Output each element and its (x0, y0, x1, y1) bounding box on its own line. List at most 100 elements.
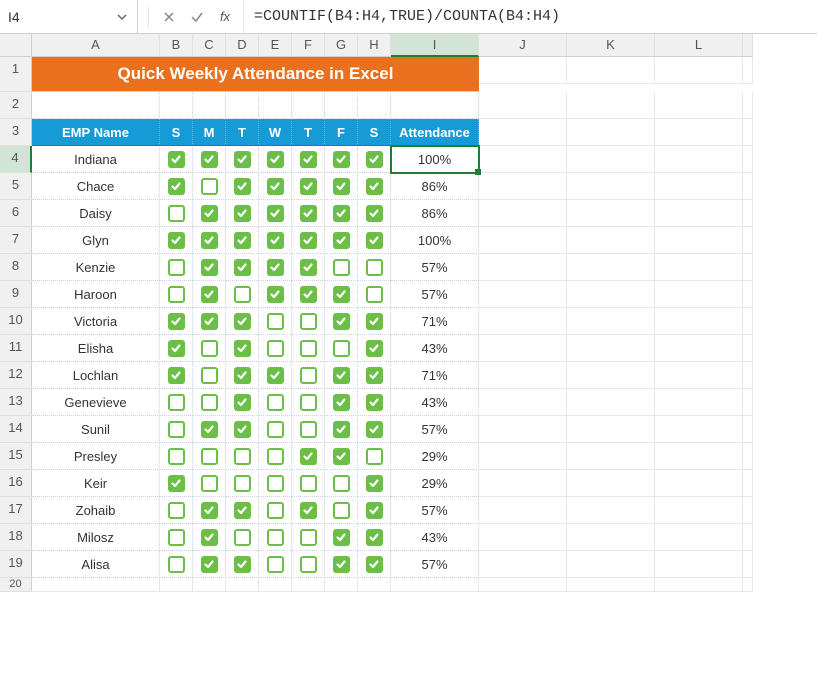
day-cell[interactable] (193, 524, 226, 551)
day-cell[interactable] (160, 389, 193, 416)
row-header[interactable]: 8 (0, 254, 32, 281)
row-header[interactable]: 1 (0, 57, 32, 92)
day-cell[interactable] (226, 308, 259, 335)
empty-cell[interactable] (655, 578, 743, 592)
empty-cell[interactable] (479, 254, 567, 281)
emp-name-cell[interactable]: Genevieve (32, 389, 160, 416)
empty-cell[interactable] (479, 551, 567, 578)
checkbox-icon[interactable] (366, 313, 383, 330)
empty-cell[interactable] (655, 335, 743, 362)
empty-cell[interactable] (358, 92, 391, 119)
row-header[interactable]: 14 (0, 416, 32, 443)
checkbox-icon[interactable] (300, 448, 317, 465)
day-cell[interactable] (193, 470, 226, 497)
empty-cell[interactable] (32, 578, 160, 592)
checkbox-icon[interactable] (234, 448, 251, 465)
empty-cell[interactable] (193, 92, 226, 119)
empty-cell[interactable] (567, 389, 655, 416)
column-header[interactable]: L (655, 34, 743, 57)
row-header[interactable]: 4 (0, 146, 32, 173)
day-cell[interactable] (259, 335, 292, 362)
checkbox-icon[interactable] (300, 367, 317, 384)
checkbox-icon[interactable] (168, 529, 185, 546)
checkbox-icon[interactable] (234, 502, 251, 519)
empty-cell[interactable] (567, 335, 655, 362)
day-cell[interactable] (193, 200, 226, 227)
empty-cell[interactable] (567, 308, 655, 335)
checkbox-icon[interactable] (366, 475, 383, 492)
checkbox-icon[interactable] (366, 178, 383, 195)
column-header[interactable] (743, 34, 753, 57)
day-cell[interactable] (292, 389, 325, 416)
empty-cell[interactable] (743, 416, 753, 443)
row-header[interactable]: 6 (0, 200, 32, 227)
day-cell[interactable] (325, 497, 358, 524)
row-header[interactable]: 7 (0, 227, 32, 254)
day-cell[interactable] (160, 227, 193, 254)
checkbox-icon[interactable] (333, 367, 350, 384)
day-cell[interactable] (160, 200, 193, 227)
empty-cell[interactable] (655, 146, 743, 173)
empty-cell[interactable] (567, 470, 655, 497)
day-cell[interactable] (193, 227, 226, 254)
day-cell[interactable] (259, 173, 292, 200)
checkbox-icon[interactable] (267, 475, 284, 492)
emp-name-cell[interactable]: Lochlan (32, 362, 160, 389)
day-cell[interactable] (193, 389, 226, 416)
day-cell[interactable] (292, 281, 325, 308)
day-cell[interactable] (259, 254, 292, 281)
day-cell[interactable] (160, 551, 193, 578)
day-cell[interactable] (226, 200, 259, 227)
row-header[interactable]: 10 (0, 308, 32, 335)
empty-cell[interactable] (325, 92, 358, 119)
empty-cell[interactable] (743, 362, 753, 389)
day-cell[interactable] (226, 362, 259, 389)
empty-cell[interactable] (743, 119, 753, 146)
row-header[interactable]: 11 (0, 335, 32, 362)
empty-cell[interactable] (567, 443, 655, 470)
day-cell[interactable] (259, 308, 292, 335)
checkbox-icon[interactable] (168, 205, 185, 222)
empty-cell[interactable] (743, 200, 753, 227)
empty-cell[interactable] (160, 92, 193, 119)
empty-cell[interactable] (391, 578, 479, 592)
empty-cell[interactable] (567, 281, 655, 308)
checkbox-icon[interactable] (168, 286, 185, 303)
day-cell[interactable] (193, 335, 226, 362)
attendance-cell[interactable]: 71% (391, 308, 479, 335)
empty-cell[interactable] (479, 335, 567, 362)
empty-cell[interactable] (479, 362, 567, 389)
checkbox-icon[interactable] (267, 286, 284, 303)
column-header[interactable]: F (292, 34, 325, 57)
empty-cell[interactable] (655, 281, 743, 308)
attendance-cell[interactable]: 57% (391, 416, 479, 443)
day-cell[interactable] (325, 335, 358, 362)
day-cell[interactable] (325, 308, 358, 335)
checkbox-icon[interactable] (201, 448, 218, 465)
checkbox-icon[interactable] (201, 205, 218, 222)
day-cell[interactable] (160, 362, 193, 389)
empty-cell[interactable] (743, 308, 753, 335)
empty-cell[interactable] (479, 524, 567, 551)
checkbox-icon[interactable] (168, 502, 185, 519)
day-cell[interactable] (292, 470, 325, 497)
attendance-cell[interactable]: 57% (391, 281, 479, 308)
day-cell[interactable] (358, 470, 391, 497)
checkbox-icon[interactable] (366, 286, 383, 303)
checkbox-icon[interactable] (168, 313, 185, 330)
empty-cell[interactable] (655, 308, 743, 335)
checkbox-icon[interactable] (300, 556, 317, 573)
checkbox-icon[interactable] (201, 475, 218, 492)
empty-cell[interactable] (743, 57, 753, 84)
day-cell[interactable] (226, 281, 259, 308)
empty-cell[interactable] (655, 362, 743, 389)
day-cell[interactable] (259, 281, 292, 308)
checkbox-icon[interactable] (201, 367, 218, 384)
empty-cell[interactable] (479, 578, 567, 592)
day-cell[interactable] (358, 389, 391, 416)
checkbox-icon[interactable] (300, 232, 317, 249)
checkbox-icon[interactable] (168, 232, 185, 249)
empty-cell[interactable] (479, 308, 567, 335)
checkbox-icon[interactable] (300, 421, 317, 438)
day-cell[interactable] (226, 470, 259, 497)
